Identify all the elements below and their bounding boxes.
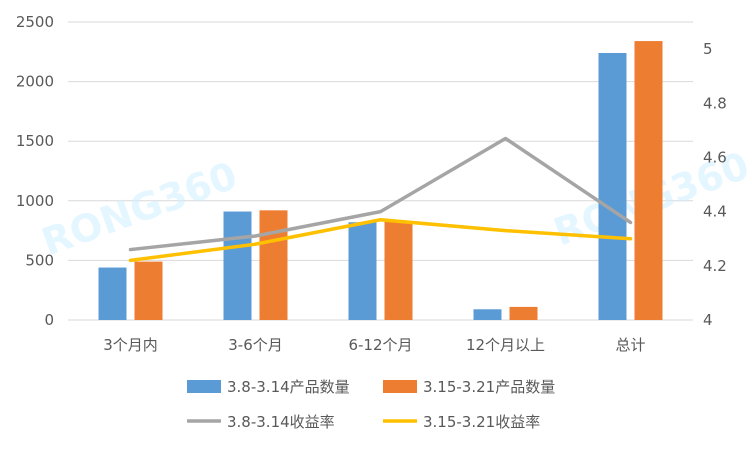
left-axis-tick-label: 1000: [16, 192, 54, 210]
right-axis-tick-label: 4: [703, 311, 713, 329]
x-axis-tick-label: 3-6个月: [228, 336, 283, 354]
axes: 0 500 1000 1500 2000 2500 4 4.2 4.4 4.6 4.8 5 3个月内 3-…: [16, 13, 727, 354]
right-axis-tick-label: 4.6: [703, 148, 727, 166]
x-axis-tick-label: 6-12个月: [348, 336, 412, 354]
bar-1: [348, 222, 377, 320]
left-axis-tick-label: 1500: [16, 132, 54, 150]
left-axis-tick-label: 2500: [16, 13, 54, 31]
x-axis-tick-label: 总计: [615, 336, 645, 354]
right-axis-tick-label: 4.8: [703, 94, 727, 112]
legend: 3.8-3.14产品数量 3.15-3.21产品数量 3.8-3.14收益率 3.15…: [187, 378, 555, 431]
gridlines: [68, 21, 693, 321]
bar-2: [509, 306, 538, 320]
left-axis-tick-label: 0: [44, 311, 54, 329]
bar-series: [98, 41, 663, 321]
legend-label: 3.15-3.21收益率: [423, 413, 540, 431]
legend-label: 3.8-3.14产品数量: [227, 378, 350, 396]
bar-1: [598, 52, 627, 320]
bar-2: [384, 221, 413, 320]
right-axis-tick-label: 4.4: [703, 203, 727, 221]
bar-2: [259, 210, 288, 320]
right-axis-tick-label: 5: [703, 40, 713, 58]
bar-2: [134, 261, 163, 320]
right-axis-tick-label: 4.2: [703, 257, 727, 275]
legend-swatch: [383, 380, 417, 393]
left-axis-tick-label: 2000: [16, 73, 54, 91]
left-axis-tick-label: 500: [25, 251, 54, 269]
bar-1: [473, 309, 502, 320]
legend-label: 3.8-3.14收益率: [227, 413, 335, 431]
line-series: [128, 136, 633, 263]
bar-2: [634, 41, 663, 321]
x-axis-tick-label: 12个月以上: [466, 336, 545, 354]
bar-1: [223, 211, 252, 320]
x-axis-tick-label: 3个月内: [103, 336, 158, 354]
legend-label: 3.15-3.21产品数量: [423, 378, 555, 396]
bar-1: [98, 267, 127, 320]
legend-swatch: [187, 380, 221, 393]
